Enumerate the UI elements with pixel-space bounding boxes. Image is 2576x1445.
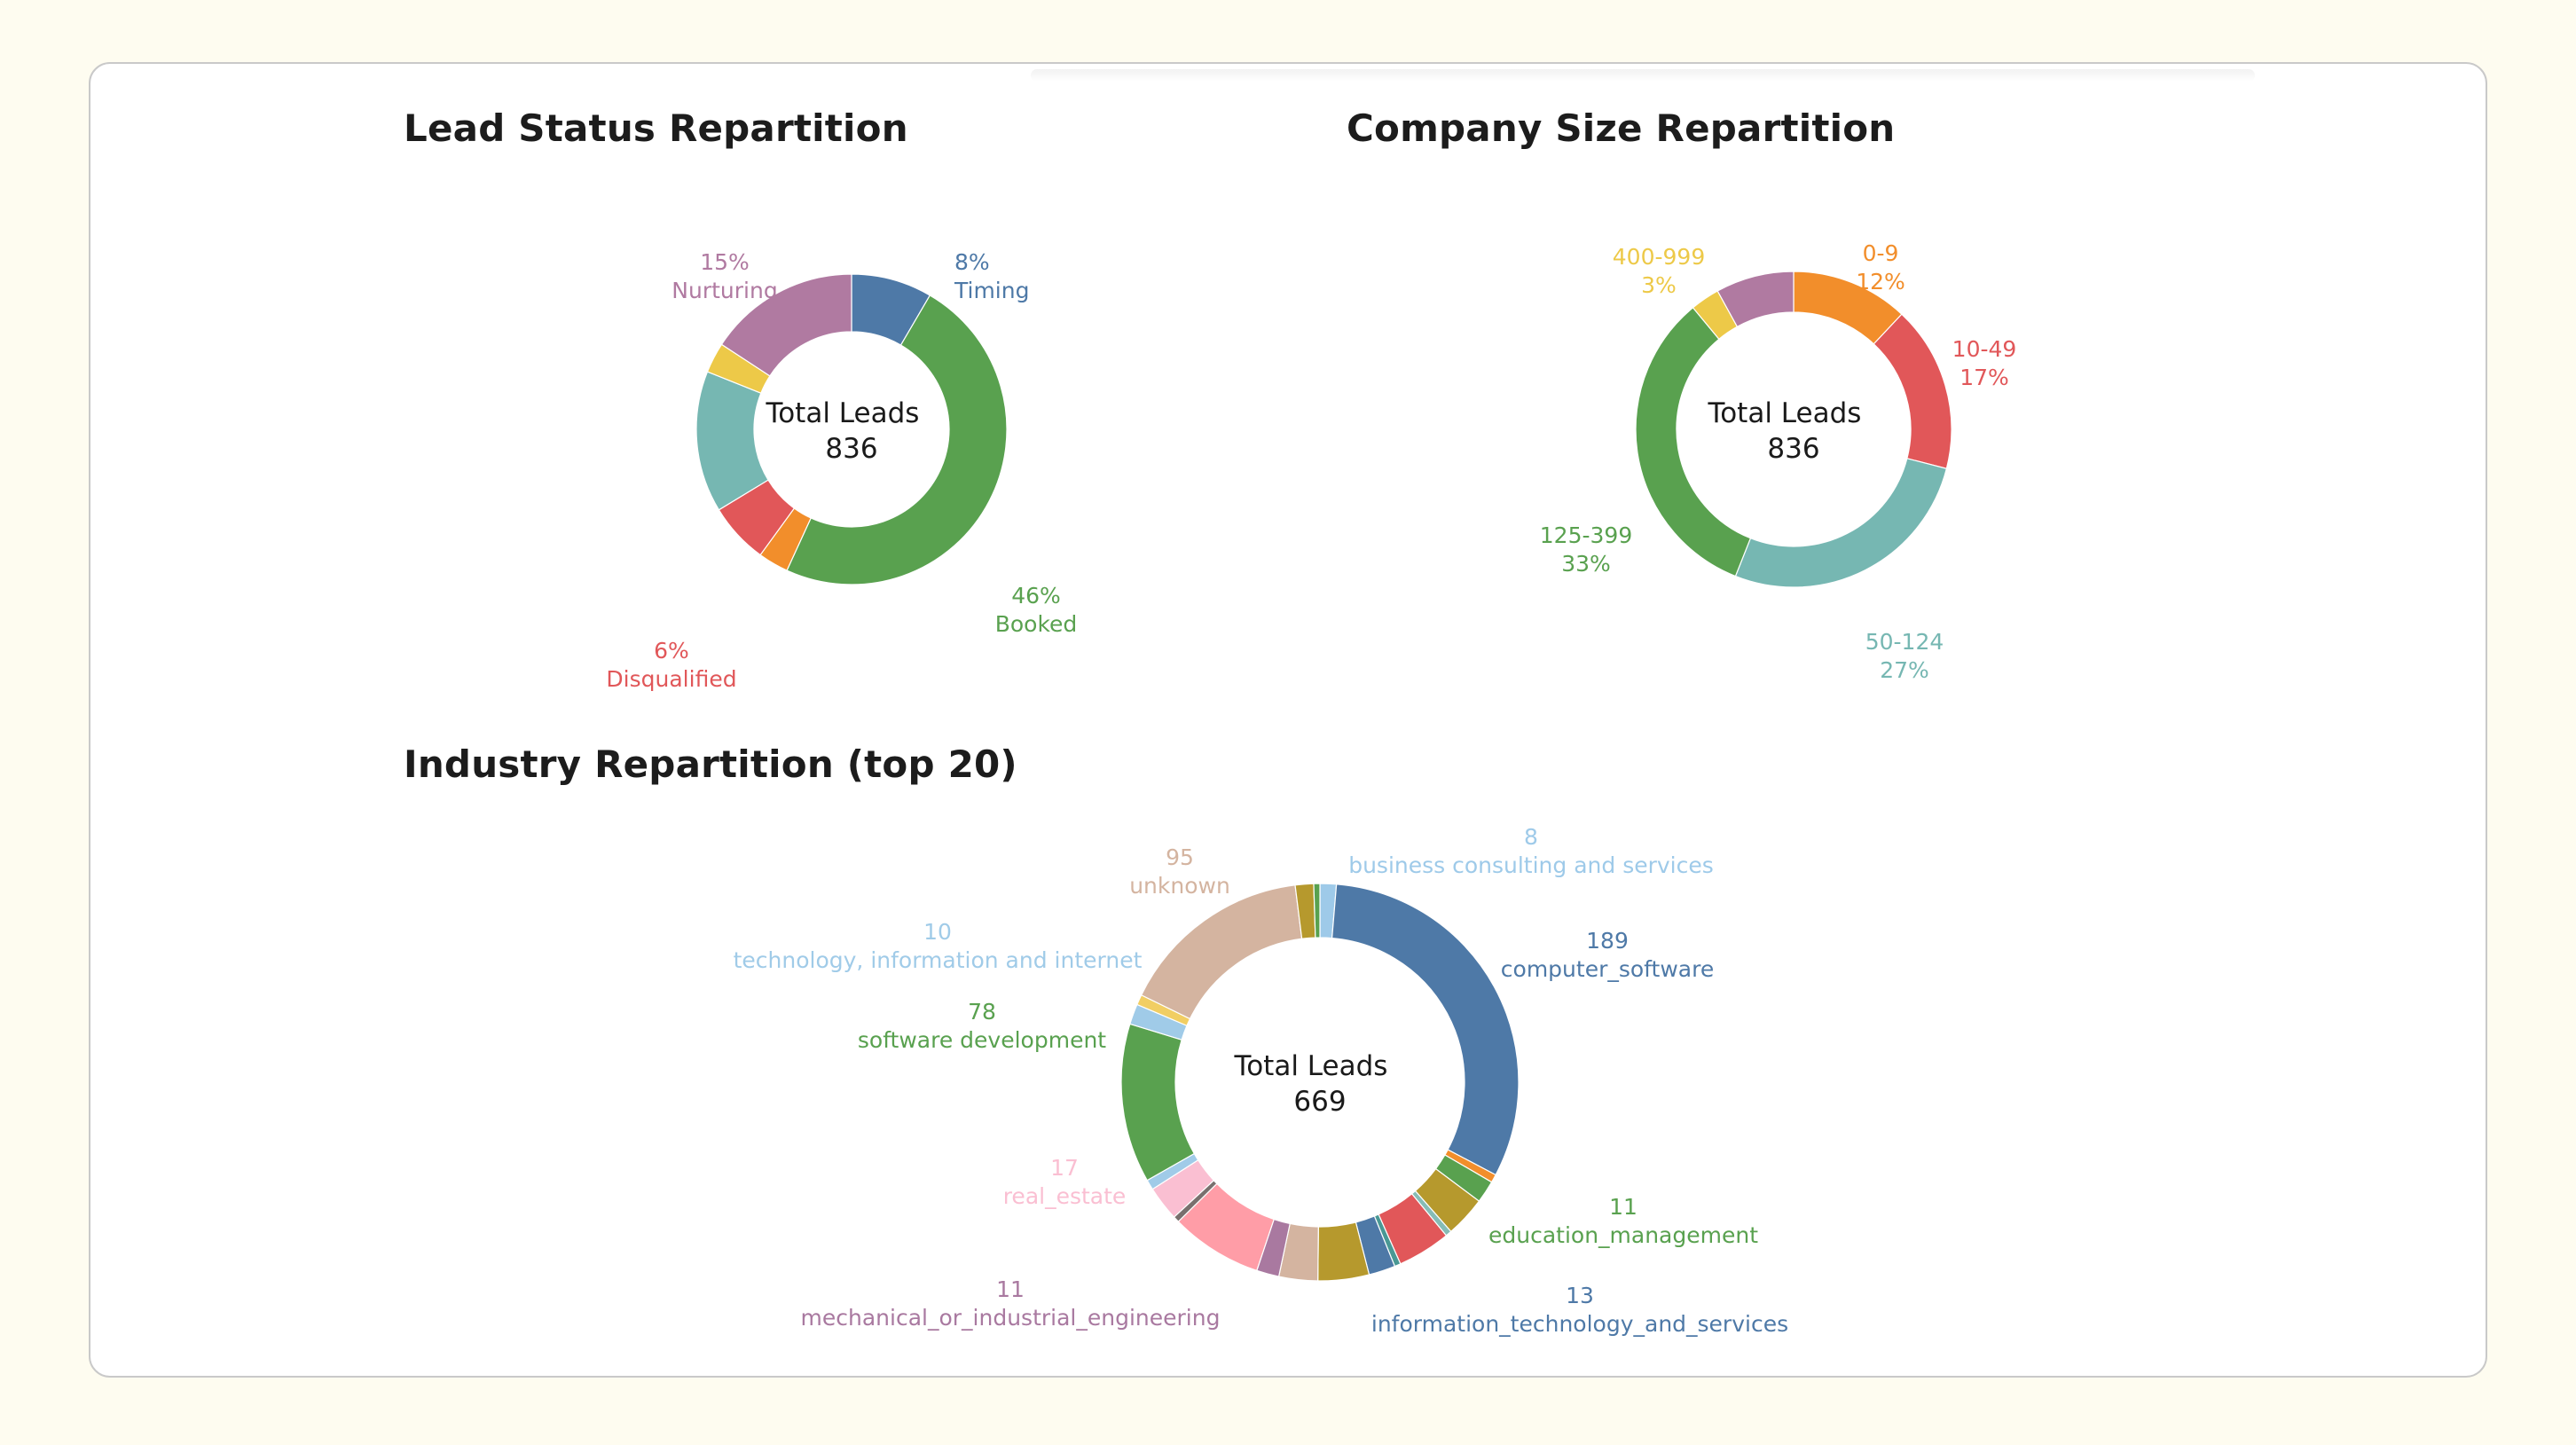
slice-unlabeled-21[interactable] xyxy=(1313,883,1321,938)
slice-label-mechanical-or-industrial-engineering: 11 mechanical_or_industrial_engineering xyxy=(801,1276,1221,1331)
industry-donut-chart: 8 business consulting and services 189 comp… xyxy=(734,824,1789,1337)
slice-booked[interactable] xyxy=(786,294,1008,585)
slice-label-10-49: 10-49 17% xyxy=(1952,336,2017,390)
slice-label-nurturing: 15% Nurturing xyxy=(671,249,777,303)
slice-nurturing[interactable] xyxy=(720,273,852,377)
center-value: 836 xyxy=(1767,433,1819,465)
lead-status-title: Lead Status Repartition xyxy=(404,106,908,150)
slice-label-software-development: 78 software development xyxy=(858,999,1106,1053)
slice-label-real-estate: 17 real_estate xyxy=(1003,1155,1127,1209)
lead-status-donut-chart: 8% Timing 46% Booked 6% Disqualified 15% Nurtur… xyxy=(606,249,1078,692)
center-value: 836 xyxy=(825,433,877,465)
center-label: Total Leads xyxy=(766,397,920,429)
slice-label-information-technology-and-services: 13 information_technology_and_services xyxy=(1371,1283,1788,1337)
slice-unlabeled-5[interactable] xyxy=(1716,271,1795,328)
slice-label-125-399: 125-399 33% xyxy=(1540,522,1632,577)
slice-unknown[interactable] xyxy=(1140,884,1303,1020)
company-size-donut-chart: 0-9 12% 10-49 17% 50-124 27% 125-399 33% 400-999… xyxy=(1540,240,2017,683)
slice-computer-software[interactable] xyxy=(1331,883,1520,1176)
slice-label-technology-information-and-internet: 10 technology, information and internet xyxy=(734,919,1143,973)
slice-label-0-9: 0-9 12% xyxy=(1856,240,1905,294)
slice-label-unknown: 95 unknown xyxy=(1129,844,1230,899)
slice-label-business-consulting-and-services: 8 business consulting and services xyxy=(1348,824,1714,878)
industry-title: Industry Repartition (top 20) xyxy=(404,742,1017,786)
center-label: Total Leads xyxy=(1234,1050,1388,1082)
slice-125-399[interactable] xyxy=(1635,307,1752,577)
slice-label-booked: 46% Booked xyxy=(995,583,1078,637)
center-value: 669 xyxy=(1293,1086,1346,1118)
company-size-title: Company Size Repartition xyxy=(1347,106,1896,150)
slice-label-education-management: 11 education_management xyxy=(1488,1194,1758,1248)
slice-software-development[interactable] xyxy=(1120,1023,1196,1182)
dashboard-card: Lead Status Repartition Company Size Rep… xyxy=(89,62,2487,1378)
slice-label-400-999: 400-999 3% xyxy=(1613,244,1705,298)
slice-label-50-124: 50-124 27% xyxy=(1865,629,1944,683)
slice-label-computer-software: 189 computer_software xyxy=(1501,928,1714,982)
slice-label-timing: 8% Timing xyxy=(954,249,1029,303)
center-label: Total Leads xyxy=(1708,397,1862,429)
slice-label-disqualified: 6% Disqualified xyxy=(606,638,736,692)
